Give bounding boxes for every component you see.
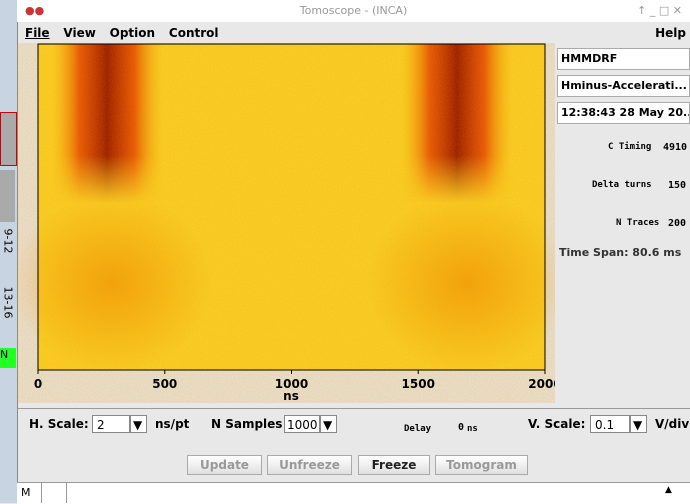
status-mode: M bbox=[21, 486, 31, 499]
menu-item[interactable]: Option bbox=[109, 26, 156, 40]
status-cell bbox=[41, 483, 67, 503]
menu-item[interactable]: File bbox=[25, 26, 50, 40]
unit: ns/pt bbox=[155, 417, 190, 431]
label: H. Scale: bbox=[29, 417, 89, 431]
x-tick-label: 0 bbox=[34, 377, 42, 391]
dropdown-arrow[interactable]: ▼ bbox=[130, 415, 147, 433]
icon[interactable] bbox=[0, 170, 15, 222]
menu-item[interactable]: Help bbox=[655, 26, 686, 40]
spinner-value[interactable]: 200 bbox=[668, 218, 687, 229]
button[interactable]: Unfreeze bbox=[267, 455, 352, 475]
button[interactable]: Update bbox=[187, 455, 262, 475]
unit: ns bbox=[467, 424, 478, 434]
x-tick-label: 1500 bbox=[402, 377, 435, 391]
tab-label[interactable]: N bbox=[0, 348, 16, 368]
spinner-label: Delta turns bbox=[592, 180, 652, 190]
x-tick-label: 500 bbox=[152, 377, 177, 391]
dropdown-arrow[interactable]: ▼ bbox=[320, 415, 337, 433]
dropdown[interactable]: 1000 bbox=[284, 415, 320, 433]
menu-item[interactable]: Control bbox=[168, 26, 219, 40]
window-title: Tomoscope - (INCA) bbox=[299, 4, 408, 17]
cycle: Hminus-Accelerati... bbox=[557, 75, 690, 97]
dropdown[interactable]: 2 bbox=[92, 415, 130, 433]
status-bar: M ▲ bbox=[17, 482, 690, 504]
spinner-label: C Timing bbox=[608, 142, 652, 152]
button[interactable]: Freeze bbox=[358, 455, 430, 475]
spinner-value[interactable]: 4910 bbox=[663, 142, 688, 153]
x-axis-label: ns bbox=[283, 389, 299, 403]
label: V. Scale: bbox=[528, 417, 586, 431]
time-span: Time Span: 80.6 ms bbox=[559, 246, 682, 259]
device: HMMDRF bbox=[557, 48, 690, 70]
tab-label[interactable]: 9-12 bbox=[1, 228, 15, 254]
heatmap-noise bbox=[38, 44, 545, 370]
x-tick-label: 2000 bbox=[528, 377, 555, 391]
tab-label[interactable]: 13-16 bbox=[1, 286, 15, 319]
label: Delay bbox=[404, 424, 432, 434]
icon[interactable] bbox=[0, 112, 17, 166]
label: N Samples bbox=[211, 417, 283, 431]
plot: ns 0 500 1000 1500 2000 bbox=[17, 43, 555, 403]
taskbar: 9-12 13-16 N bbox=[0, 0, 18, 503]
menu-item[interactable]: View bbox=[63, 26, 96, 40]
dropdown-arrow[interactable]: ▼ bbox=[630, 415, 647, 433]
scroll-button[interactable]: ▲ bbox=[665, 485, 672, 495]
spinner-value[interactable]: 150 bbox=[668, 180, 687, 191]
divider bbox=[17, 408, 690, 409]
title-bar: Tomoscope - (INCA) ●● ↑ _ □ ✕ bbox=[17, 0, 690, 22]
x-tick-label: 1000 bbox=[275, 377, 308, 391]
timestamp: 12:38:43 28 May 20... bbox=[557, 102, 690, 124]
menu-bar: File View Option Control Help bbox=[17, 23, 690, 43]
spinner-value[interactable]: 0 bbox=[458, 422, 465, 433]
button[interactable]: Tomogram bbox=[435, 455, 528, 475]
spinner-label: N Traces bbox=[616, 218, 660, 228]
unit: V/div bbox=[655, 417, 690, 431]
dropdown[interactable]: 0.1 bbox=[590, 415, 630, 433]
